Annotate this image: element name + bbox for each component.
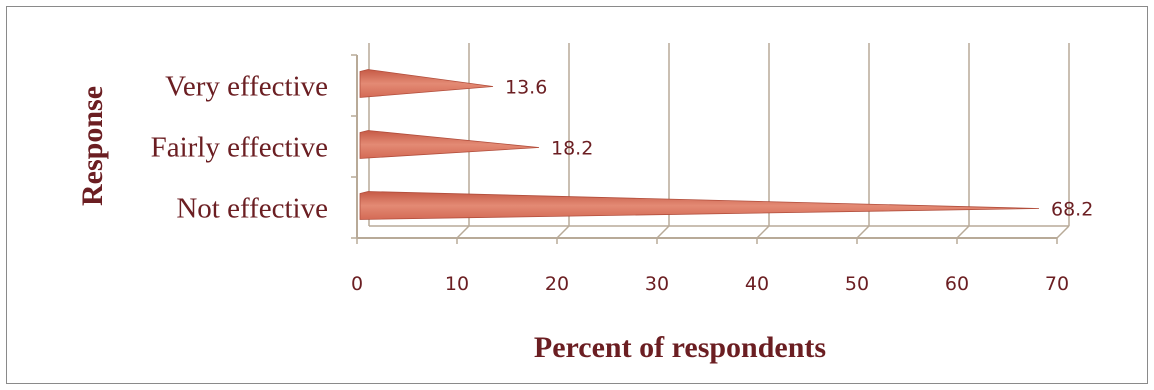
x-tick-label: 30 — [645, 273, 669, 295]
x-tick-label: 60 — [945, 273, 969, 295]
x-tick-label: 10 — [445, 273, 469, 295]
category-label: Fairly effective — [151, 132, 328, 164]
bar — [359, 191, 1040, 220]
bars — [359, 69, 1040, 220]
y-axis-title: Response — [76, 86, 109, 206]
gridline-depth — [1056, 225, 1070, 239]
x-tick-label: 20 — [545, 273, 569, 295]
data-label: 18.2 — [551, 138, 593, 160]
x-tick-label: 50 — [845, 273, 869, 295]
category-label: Not effective — [176, 193, 328, 225]
category-label: Very effective — [165, 71, 328, 103]
gridline-depth — [656, 225, 670, 239]
gridline-depth — [956, 225, 970, 239]
x-axis-title: Percent of respondents — [534, 331, 826, 364]
chart-frame — [6, 6, 1148, 384]
x-tick-label: 70 — [1045, 273, 1069, 295]
gridline-depth — [556, 225, 570, 239]
bar — [359, 69, 494, 98]
gridline-depth — [856, 225, 870, 239]
data-label: 13.6 — [505, 77, 547, 99]
x-tick-label: 0 — [351, 273, 363, 295]
data-label: 68.2 — [1051, 199, 1093, 221]
x-tick-label: 40 — [745, 273, 769, 295]
gridline-depth — [756, 225, 770, 239]
gridline-depth — [456, 225, 470, 239]
labels: 0 10 20 30 40 50 60 70 Very effective 13.6 Fairly … — [151, 71, 1094, 296]
bar — [359, 130, 540, 159]
